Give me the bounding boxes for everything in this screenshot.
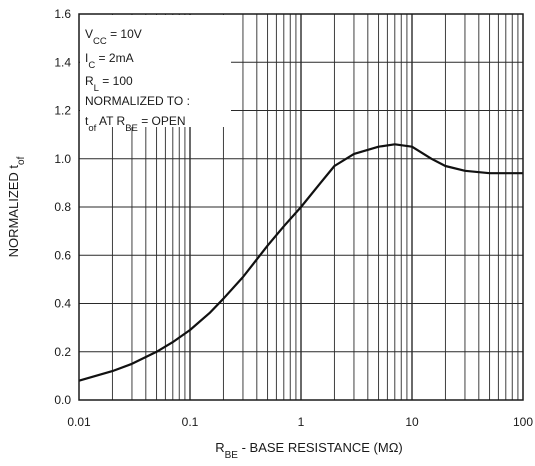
annotation-line-vcc: VCC = 10V <box>85 27 142 47</box>
annotation-text: VCC = 10V IC = 2mA RL = 100 NORMALIZED T… <box>85 27 190 134</box>
series-line <box>78 143 523 382</box>
annotation-line-rl: RL = 100 <box>85 74 133 94</box>
y-tick-label: 0.0 <box>54 393 71 407</box>
y-tick-label: 1.2 <box>54 104 71 118</box>
y-tick-label: 0.4 <box>54 297 71 311</box>
annotation-box-bg <box>80 15 231 127</box>
x-axis-label-rest: - BASE RESISTANCE (MΩ) <box>238 440 403 455</box>
x-axis-label: RBE - BASE RESISTANCE (MΩ) <box>215 440 403 461</box>
y-tick-label: 1.4 <box>54 55 71 69</box>
x-tick-label: 0.1 <box>182 415 199 429</box>
x-tick-label: 10 <box>405 415 419 429</box>
x-tick-label: 0.01 <box>67 415 91 429</box>
series <box>78 143 523 382</box>
y-tick-label: 0.2 <box>54 345 71 359</box>
annotation-line-tof: tof AT RBE = OPEN <box>85 114 186 134</box>
y-tick-label: 1.6 <box>54 7 71 21</box>
y-axis-label-main: NORMALIZED t <box>6 165 21 258</box>
y-axis-label: NORMALIZED tof <box>6 156 27 257</box>
y-tick-label: 0.6 <box>54 248 71 262</box>
x-tick-label: 1 <box>298 415 305 429</box>
x-tick-labels: 0.01 0.1 1 10 100 <box>67 415 533 429</box>
y-tick-labels: 0.0 0.2 0.4 0.6 0.8 1.0 1.2 1.4 1.6 <box>54 7 71 407</box>
x-tick-label: 100 <box>513 415 533 429</box>
annotation-box <box>80 15 231 127</box>
y-axis-label-sub: of <box>16 156 27 165</box>
plot-frame <box>78 13 524 401</box>
annotation-line-normalized: NORMALIZED TO : <box>85 94 190 108</box>
x-axis-label-main: R <box>215 440 224 455</box>
x-axis-label-sub: BE <box>225 450 239 461</box>
annotation-line-ic: IC = 2mA <box>85 51 134 71</box>
y-tick-label: 0.8 <box>54 200 71 214</box>
y-tick-label: 1.0 <box>54 152 71 166</box>
